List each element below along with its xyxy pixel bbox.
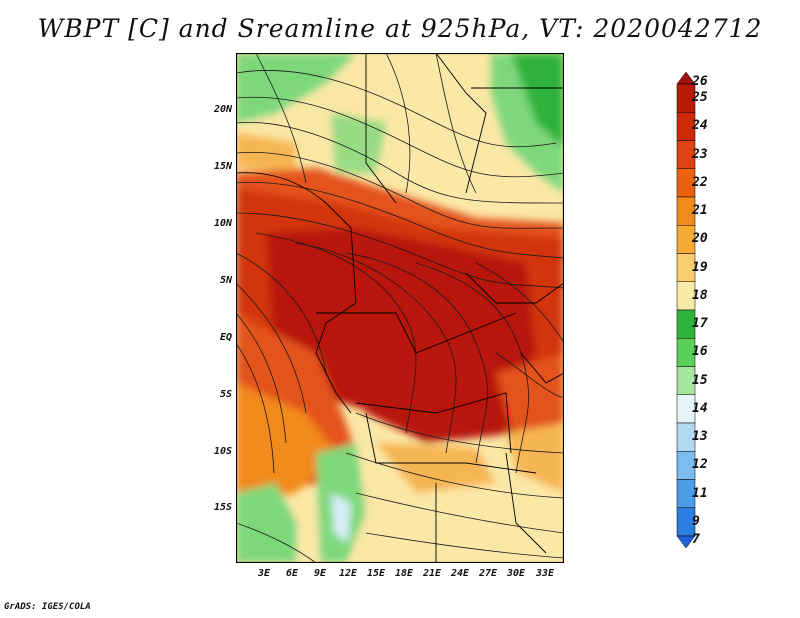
map-panel (236, 53, 564, 563)
lon-label-33e: 33E (535, 568, 555, 579)
colorbar-label-12: 12 (692, 457, 708, 473)
colorbar-label-15: 15 (692, 372, 708, 388)
lat-label-5n: 5N (219, 275, 232, 286)
colorbar-label-25: 25 (692, 90, 708, 106)
lat-label-20n: 20N (213, 104, 232, 115)
lon-label-12e: 12E (338, 568, 358, 579)
colorbar-label-18: 18 (692, 287, 708, 303)
lat-label-15s: 15S (213, 502, 232, 513)
map-title: WBPT [C] and Sreamline at 925hPa, VT: 20… (37, 14, 763, 43)
lon-label-6e: 6E (285, 568, 299, 579)
lon-label-9e: 9E (313, 568, 327, 579)
colorbar-label-16: 16 (692, 344, 708, 360)
lon-label-18e: 18E (394, 568, 414, 579)
streamlines (236, 53, 564, 563)
colorbar (676, 71, 696, 549)
colorbar-label-26: 26 (692, 74, 708, 89)
colorbar-label-21: 21 (692, 203, 708, 219)
colorbar-label-14: 14 (692, 400, 708, 416)
country-borders (236, 53, 564, 563)
lat-label-5s: 5S (219, 389, 232, 400)
map-frame (236, 53, 564, 563)
grads-credit: GrADS: IGES/COLA (4, 602, 91, 612)
colorbar-swatch-7 (676, 535, 696, 549)
colorbar-label-17: 17 (692, 316, 708, 332)
colorbar-label-11: 11 (692, 485, 708, 501)
colorbar-label-20: 20 (692, 231, 708, 247)
lon-label-30e: 30E (506, 568, 526, 579)
lon-label-3e: 3E (257, 568, 271, 579)
lon-label-24e: 24E (450, 568, 470, 579)
lon-label-15e: 15E (366, 568, 386, 579)
colorbar-label-22: 22 (692, 174, 708, 190)
colorbar-label-24: 24 (692, 118, 708, 134)
lat-label-10n: 10N (213, 218, 232, 229)
colorbar-label-7: 7 (692, 532, 700, 547)
colorbar-label-23: 23 (692, 146, 708, 162)
lon-label-27e: 27E (478, 568, 498, 579)
colorbar-label-9: 9 (692, 513, 700, 529)
colorbar-label-13: 13 (692, 429, 708, 445)
lat-label-10s: 10S (213, 446, 232, 457)
lat-label-15n: 15N (213, 161, 232, 172)
lat-label-eq: EQ (219, 332, 232, 343)
lon-label-21e: 21E (422, 568, 442, 579)
colorbar-label-19: 19 (692, 259, 708, 275)
